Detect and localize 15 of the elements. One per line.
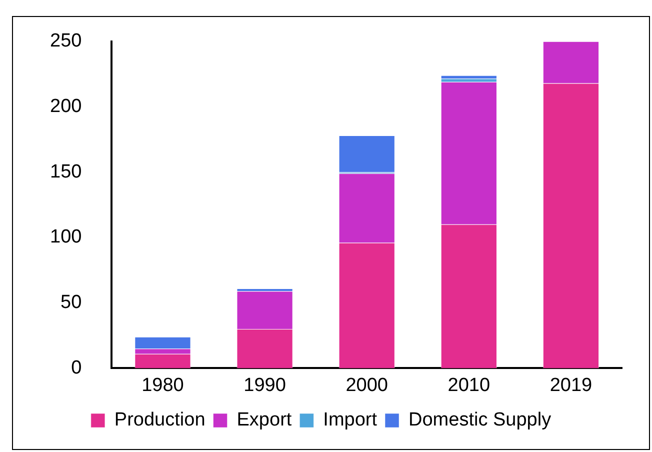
y-tick-label: 250 bbox=[50, 30, 82, 52]
legend-label: Production bbox=[114, 410, 206, 431]
legend-label: Domestic Supply bbox=[408, 410, 552, 431]
y-tick-label: 0 bbox=[71, 357, 82, 378]
x-tick-label: 1990 bbox=[244, 374, 286, 396]
x-tick-label: 2000 bbox=[346, 374, 388, 396]
y-tick-label: 100 bbox=[50, 226, 82, 248]
x-tick-label: 2010 bbox=[448, 374, 490, 396]
x-tick-label: 2019 bbox=[550, 374, 592, 396]
legend-label: Export bbox=[236, 410, 292, 431]
y-tick-label: 150 bbox=[50, 161, 82, 182]
y-tick-label: 50 bbox=[60, 292, 82, 314]
x-tick-label: 1980 bbox=[142, 374, 184, 396]
y-tick-label: 200 bbox=[50, 96, 82, 117]
legend-label: Import bbox=[323, 410, 378, 431]
